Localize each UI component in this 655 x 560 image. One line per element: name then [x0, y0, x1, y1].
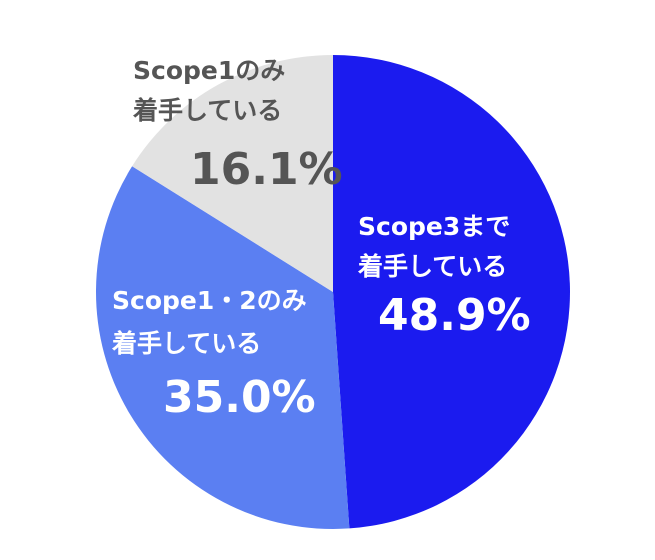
- value-label: 16.1%: [190, 144, 343, 195]
- slice-label: 着手している: [111, 329, 261, 358]
- slice-label: 着手している: [357, 252, 507, 281]
- value-label: 35.0%: [163, 372, 316, 423]
- slice-label: 着手している: [132, 96, 282, 125]
- slice-label: Scope3まで: [358, 212, 510, 241]
- slice-label: Scope1のみ: [133, 56, 285, 85]
- pie-slice: [96, 166, 350, 529]
- pie-slice: [132, 55, 333, 292]
- value-label: 48.9%: [378, 290, 531, 341]
- pie-slice: [333, 55, 570, 529]
- slice-label: Scope1・2のみ: [112, 286, 307, 315]
